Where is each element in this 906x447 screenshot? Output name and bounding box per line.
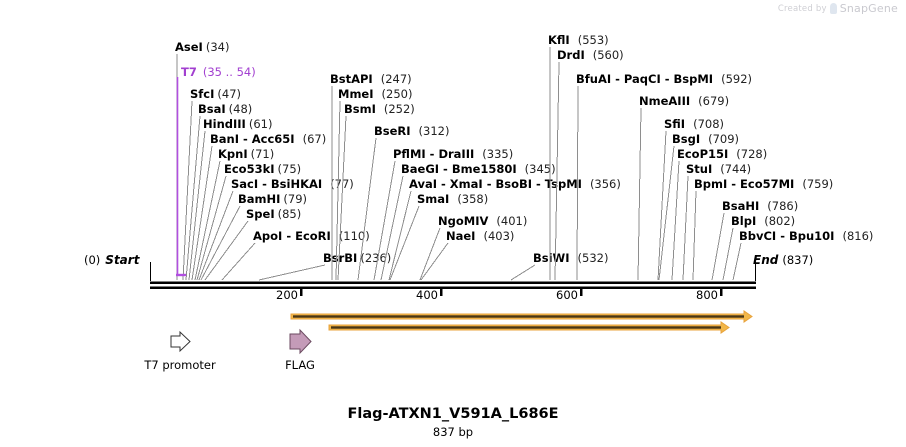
enzyme-label-BlpI[interactable]: BlpI (802) bbox=[731, 214, 796, 228]
enzyme-label-StuI[interactable]: StuI (744) bbox=[686, 162, 752, 176]
enzyme-label-BsrBI[interactable]: BsrBI (236) bbox=[323, 251, 392, 265]
enzyme-label-BaeGI-Bme1580I[interactable]: BaeGI - Bme1580I (345) bbox=[401, 162, 556, 176]
enzyme-label-BamHI[interactable]: BamHI (79) bbox=[238, 192, 308, 206]
enzyme-label-PflMI-DraIII[interactable]: PflMI - DraIII (335) bbox=[393, 147, 514, 161]
enzyme-label-BanI-Acc65I[interactable]: BanI - Acc65I (67) bbox=[210, 132, 327, 146]
snapgene-logo-icon bbox=[829, 3, 837, 14]
feature-caption-flag[interactable]: FLAG bbox=[285, 358, 315, 372]
enzyme-label-BsiWI[interactable]: BsiWI (532) bbox=[533, 251, 609, 265]
start-label: Start bbox=[105, 253, 140, 267]
enzyme-label-SmaI[interactable]: SmaI (358) bbox=[417, 192, 489, 206]
enzyme-label-AseI[interactable]: AseI (34) bbox=[175, 40, 230, 54]
enzyme-label-NaeI[interactable]: NaeI (403) bbox=[446, 229, 515, 243]
page-title: Flag-ATXN1_V591A_L686E bbox=[347, 406, 559, 422]
enzyme-label-BsmI[interactable]: BsmI (252) bbox=[344, 102, 415, 116]
sequence-backbone bbox=[150, 281, 756, 290]
t7-promoter-arrow-icon[interactable] bbox=[170, 330, 191, 353]
enzyme-label-SpeI[interactable]: SpeI (85) bbox=[246, 207, 302, 221]
t7-promoter-feature[interactable] bbox=[176, 77, 186, 277]
orf-upper[interactable] bbox=[290, 310, 753, 323]
start-marker: (0) Start bbox=[84, 253, 139, 267]
page-subtitle: 837 bp bbox=[432, 425, 474, 439]
enzyme-label-NmeAIII[interactable]: NmeAIII (679) bbox=[639, 94, 730, 108]
enzyme-label-BfuAI-PaqCI-BspMI[interactable]: BfuAI - PaqCI - BspMI (592) bbox=[576, 72, 753, 86]
flag-cds-arrow-icon[interactable] bbox=[289, 328, 312, 355]
enzyme-label-BsaI[interactable]: BsaI (48) bbox=[198, 102, 253, 116]
terminus-ticks bbox=[150, 262, 756, 281]
watermark-created-by: Created by bbox=[777, 3, 827, 14]
start-position: (0) bbox=[84, 253, 101, 267]
ruler-tickmark-600 bbox=[580, 288, 583, 296]
enzyme-label-Eco53kI[interactable]: Eco53kI (75) bbox=[224, 162, 302, 176]
enzyme-label-SfcI[interactable]: SfcI (47) bbox=[190, 87, 241, 101]
ruler-tick-200: 200 bbox=[276, 288, 298, 302]
snapgene-watermark: Created by SnapGene bbox=[778, 2, 898, 15]
enzyme-label-ApoI-EcoRI[interactable]: ApoI - EcoRI (110) bbox=[253, 229, 370, 243]
enzyme-label-HindIII[interactable]: HindIII (61) bbox=[203, 117, 273, 131]
ruler-tickmark-400 bbox=[440, 288, 443, 296]
end-label: End bbox=[753, 253, 779, 267]
enzyme-label-BbvCI-Bpu10I[interactable]: BbvCI - Bpu10I (816) bbox=[739, 229, 874, 243]
enzyme-label-SacI-BsiHKAI[interactable]: SacI - BsiHKAI (77) bbox=[231, 177, 354, 191]
enzyme-label-DrdI[interactable]: DrdI (560) bbox=[557, 48, 624, 62]
enzyme-label-EcoP15I[interactable]: EcoP15I (728) bbox=[677, 147, 768, 161]
promoter-label-T7[interactable]: T7 (35 .. 54) bbox=[181, 65, 256, 79]
enzyme-label-BseRI[interactable]: BseRI (312) bbox=[374, 124, 450, 138]
enzyme-label-BstAPI[interactable]: BstAPI (247) bbox=[330, 72, 412, 86]
watermark-brand: SnapGene bbox=[839, 2, 898, 15]
enzyme-label-NgoMIV[interactable]: NgoMIV (401) bbox=[438, 214, 528, 228]
orf-lower[interactable] bbox=[328, 321, 730, 334]
enzyme-label-AvaI-XmaI-BsoBI-TspMI[interactable]: AvaI - XmaI - BsoBI - TspMI (356) bbox=[409, 177, 621, 191]
end-marker: End (837) bbox=[753, 253, 813, 267]
feature-caption-t7-promoter[interactable]: T7 promoter bbox=[144, 358, 216, 372]
ruler-ticks bbox=[300, 288, 723, 296]
enzyme-label-KpnI[interactable]: KpnI (71) bbox=[218, 147, 275, 161]
enzyme-label-BsaHI[interactable]: BsaHI (786) bbox=[722, 199, 799, 213]
enzyme-label-BsgI[interactable]: BsgI (709) bbox=[672, 132, 740, 146]
ruler-tickmark-200 bbox=[300, 288, 303, 296]
end-position: (837) bbox=[782, 253, 814, 267]
enzyme-label-MmeI[interactable]: MmeI (250) bbox=[338, 87, 413, 101]
ruler-tick-800: 800 bbox=[696, 288, 718, 302]
enzyme-label-BpmI-Eco57MI[interactable]: BpmI - Eco57MI (759) bbox=[694, 177, 834, 191]
enzyme-label-KflI[interactable]: KflI (553) bbox=[548, 33, 609, 47]
ruler-tick-400: 400 bbox=[416, 288, 438, 302]
enzyme-label-SfiI[interactable]: SfiI (708) bbox=[664, 117, 725, 131]
ruler-tick-600: 600 bbox=[556, 288, 578, 302]
ruler-tickmark-800 bbox=[720, 288, 723, 296]
